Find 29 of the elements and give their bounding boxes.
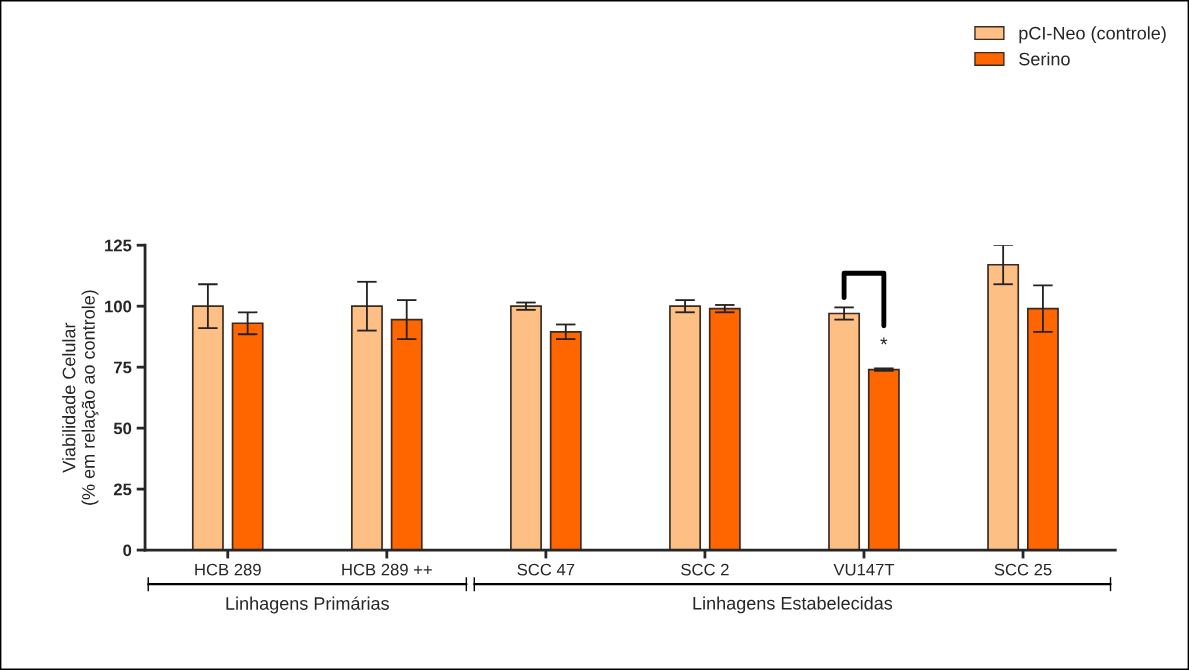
bar xyxy=(867,368,900,551)
annotation: * xyxy=(880,337,888,345)
bar xyxy=(390,318,423,551)
x-tick-label: HCB 289 ++ xyxy=(342,563,432,576)
y-tick-label: 50 xyxy=(113,422,132,435)
text: Linhagens Estabelecidas xyxy=(693,596,893,614)
text: Linhagens Primárias xyxy=(226,596,389,614)
x-tick-label: VU147T xyxy=(833,563,895,576)
y-tick-label: 0 xyxy=(123,544,132,557)
x-tick-label: HCB 289 xyxy=(195,563,261,576)
x-tick-label: SCC 25 xyxy=(994,563,1052,576)
x-tick-label: SCC 47 xyxy=(517,563,575,576)
y-tick-label: 125 xyxy=(105,239,132,252)
bar xyxy=(1026,307,1059,551)
bar xyxy=(231,322,264,551)
bar xyxy=(350,305,383,551)
y-tick-label: 75 xyxy=(114,361,132,374)
bar xyxy=(987,263,1020,551)
y-tick-label: 25 xyxy=(113,483,132,496)
legend-label: pCI-Neo (controle) xyxy=(1019,26,1166,44)
bar xyxy=(510,305,542,551)
bar xyxy=(549,330,582,551)
bar xyxy=(191,305,224,551)
y-tick-label: 100 xyxy=(105,300,132,313)
legend-label: Serino xyxy=(1019,52,1070,66)
y-axis-title: Viabilidade Celular (% em relação ao controle) xyxy=(62,290,99,505)
x-tick-label: SCC 2 xyxy=(681,563,729,576)
bar xyxy=(669,305,701,551)
bar xyxy=(708,307,741,551)
